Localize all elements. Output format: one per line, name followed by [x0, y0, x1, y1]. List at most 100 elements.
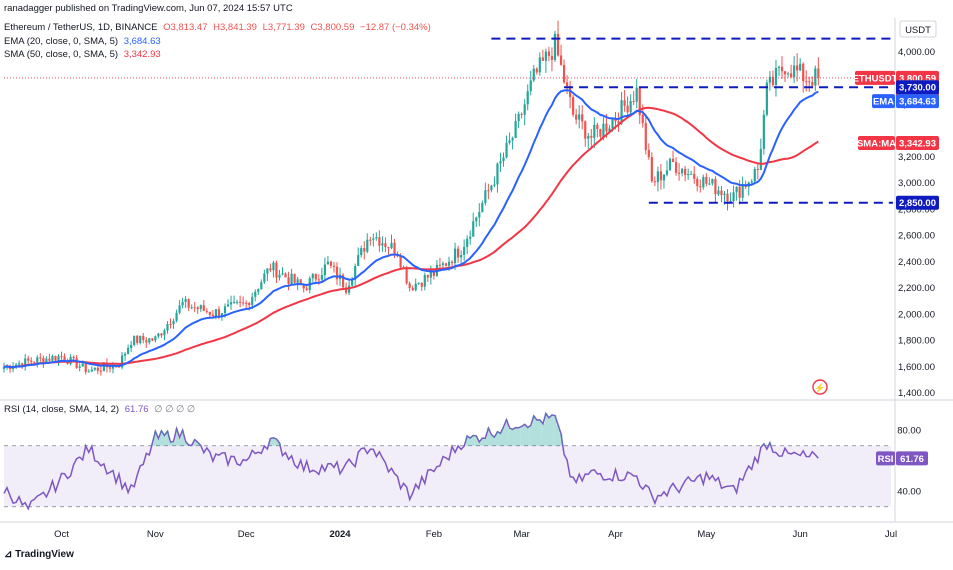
- candle-body: [774, 67, 778, 85]
- candle-body: [27, 358, 30, 361]
- candle-body: [677, 172, 681, 174]
- candle-body: [293, 273, 296, 283]
- candle-body: [708, 183, 711, 185]
- candle-body: [111, 364, 115, 369]
- candle-body: [214, 309, 218, 317]
- candle-body: [102, 362, 106, 372]
- ema-legend[interactable]: EMA (20, close, 0, SMA, 5) 3,684.63: [4, 36, 164, 47]
- rsi-legend-label: RSI (14, close, SMA, 14, 2): [4, 404, 120, 415]
- candle-body: [450, 261, 454, 264]
- candle-body: [284, 273, 287, 278]
- candle-body: [378, 237, 381, 246]
- time-tick-label: Apr: [608, 529, 623, 540]
- symbol-text[interactable]: Ethereum / TetherUS, 1D, BINANCE: [4, 22, 158, 33]
- candle-body: [266, 268, 269, 274]
- candle-body: [786, 73, 790, 75]
- candle-body: [329, 261, 333, 266]
- sma-legend[interactable]: SMA (50, close, 0, SMA, 5) 3,342.93: [4, 49, 164, 60]
- candle-body: [45, 358, 48, 364]
- low-value: L3,771.39: [262, 22, 305, 33]
- candle-body: [354, 265, 357, 280]
- candle-body: [635, 87, 638, 102]
- candle-body: [205, 310, 208, 312]
- candle-body: [605, 123, 608, 132]
- level-3730-tag: 3,730.00: [899, 83, 936, 94]
- candle-body: [817, 68, 820, 78]
- candle-body: [638, 87, 641, 116]
- moving-averages: [3, 89, 819, 369]
- candle-body: [814, 68, 817, 86]
- candle-body: [681, 168, 684, 174]
- candle-body: [145, 340, 148, 343]
- sma-legend-label: SMA (50, close, 0, SMA, 5): [4, 49, 119, 60]
- candle-body: [517, 113, 520, 122]
- candle-body: [75, 358, 78, 368]
- candle-body: [78, 366, 81, 368]
- candle-body: [87, 371, 90, 373]
- candle-body: [160, 333, 163, 336]
- rsi-legend[interactable]: RSI (14, close, SMA, 14, 2) 61.76 ∅ ∅ ∅ …: [4, 404, 198, 415]
- rsi-value-tag: 61.76: [900, 454, 924, 465]
- rsi-line[interactable]: [3, 411, 819, 511]
- candle-body: [360, 248, 363, 256]
- candle-body: [63, 356, 66, 362]
- time-tick-label: Mar: [513, 529, 529, 540]
- lightning-icon[interactable]: [812, 379, 828, 395]
- sma-value-tag-bg: [896, 135, 939, 150]
- candle-body: [51, 355, 54, 361]
- candle-body: [242, 302, 245, 304]
- candle-body: [805, 81, 808, 83]
- rsi-band: [3, 411, 891, 511]
- candle-body: [120, 355, 124, 368]
- candle-body: [762, 114, 765, 149]
- candle-body: [702, 176, 705, 188]
- candle-body: [599, 128, 602, 137]
- price-tick-label: 2,600.00: [898, 231, 935, 242]
- time-tick-label: 2024: [329, 529, 351, 540]
- currency-button[interactable]: [899, 20, 937, 38]
- candle-body: [369, 239, 372, 241]
- candle-body: [553, 33, 557, 60]
- ethusdt-tag-bg: [855, 70, 895, 85]
- ema-20-line[interactable]: [3, 89, 819, 369]
- candle-body: [538, 57, 541, 73]
- time-tick-label: Nov: [147, 529, 164, 540]
- candle-body: [735, 186, 738, 193]
- candle-body: [184, 299, 187, 302]
- candle-body: [463, 246, 466, 255]
- candle-body: [780, 66, 784, 72]
- candle-body: [81, 363, 84, 367]
- tradingview-brand[interactable]: ⊿ TradingView: [4, 549, 74, 560]
- candle-body: [375, 237, 378, 239]
- candle-body: [202, 305, 205, 311]
- candle-body: [475, 217, 478, 222]
- rsi-tick-label: 80.00: [897, 426, 921, 437]
- candle-body: [783, 71, 787, 75]
- candle-body: [559, 55, 563, 65]
- sma-50-line[interactable]: [3, 106, 819, 369]
- candle-body: [508, 140, 511, 143]
- candle-body: [453, 248, 457, 264]
- candle-body: [190, 307, 193, 309]
- published-line: ranadagger published on TradingView.com,…: [4, 3, 296, 14]
- candle-body: [166, 324, 169, 331]
- high-value: H3,841.39: [213, 22, 257, 33]
- brand-text: TradingView: [15, 549, 74, 560]
- candle-body: [441, 263, 445, 266]
- candle-body: [523, 104, 526, 115]
- rsi-legend-value: 61.76: [124, 404, 149, 415]
- candle-body: [796, 65, 799, 71]
- candle-body: [48, 358, 51, 361]
- candle-body: [326, 261, 330, 265]
- candle-body: [668, 158, 672, 171]
- candle-body: [411, 287, 414, 291]
- candle-body: [175, 312, 178, 321]
- candle-body: [287, 277, 290, 284]
- candle-body: [220, 313, 224, 316]
- candle-body: [602, 123, 605, 137]
- candle-body: [771, 76, 775, 85]
- candle-body: [641, 115, 644, 124]
- candle-body: [802, 63, 805, 82]
